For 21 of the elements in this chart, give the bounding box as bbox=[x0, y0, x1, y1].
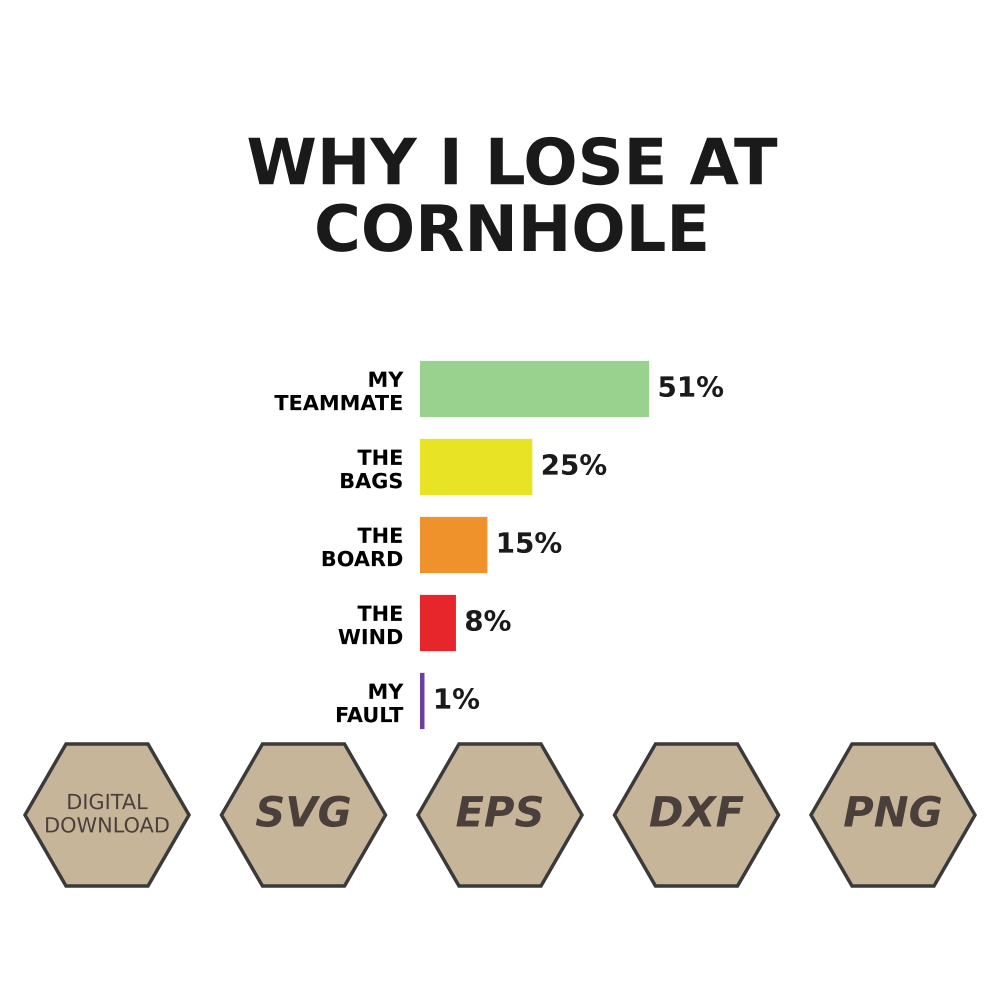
data-label: 8% bbox=[466, 610, 511, 632]
text: DXF bbox=[650, 796, 744, 826]
text: PNG bbox=[844, 796, 942, 828]
bar bbox=[420, 672, 424, 730]
bar bbox=[420, 516, 488, 574]
data-label: 51% bbox=[660, 376, 724, 398]
y-tick-label: MY TEAMMATE bbox=[274, 372, 404, 410]
bar bbox=[420, 594, 456, 652]
text: SVG bbox=[256, 796, 350, 828]
data-label: 25% bbox=[542, 454, 606, 476]
y-tick-label: MY FAULT bbox=[336, 684, 404, 722]
data-label: 1% bbox=[436, 688, 480, 710]
text: EPS bbox=[456, 796, 542, 828]
bar bbox=[420, 438, 532, 496]
text: DIGITAL DOWNLOAD bbox=[46, 794, 169, 833]
data-label: 15% bbox=[498, 532, 562, 554]
y-tick-label: THE BOARD bbox=[322, 528, 402, 566]
chart-title: WHY I LOSE AT CORNHOLE bbox=[248, 136, 778, 252]
bar bbox=[420, 360, 650, 418]
y-tick-label: THE WIND bbox=[338, 606, 402, 644]
y-tick-label: THE BAGS bbox=[341, 450, 402, 488]
